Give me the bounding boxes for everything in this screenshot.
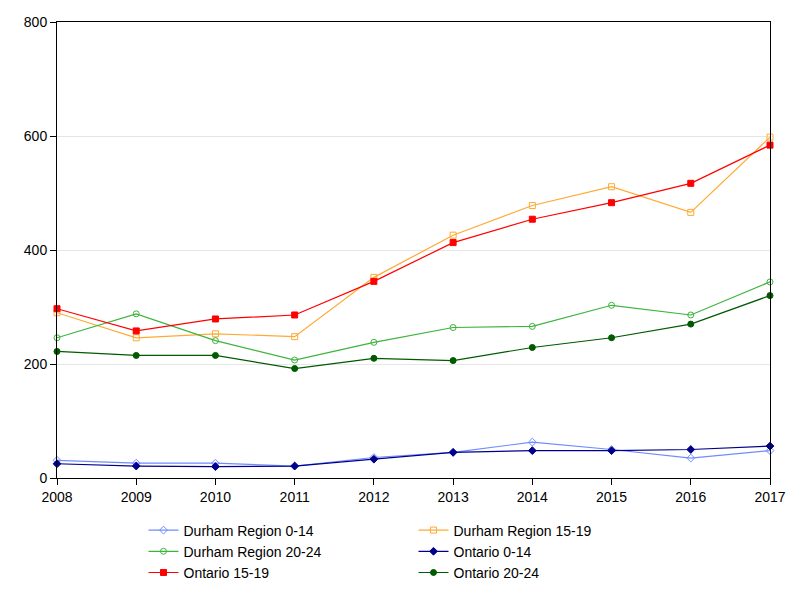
svg-text:2008: 2008	[41, 489, 72, 505]
svg-text:400: 400	[24, 242, 48, 258]
svg-text:2013: 2013	[438, 489, 469, 505]
svg-text:200: 200	[24, 356, 48, 372]
svg-text:800: 800	[24, 14, 48, 30]
svg-text:2012: 2012	[358, 489, 389, 505]
svg-text:Ontario 0-14: Ontario 0-14	[454, 544, 532, 560]
svg-text:Ontario 20-24: Ontario 20-24	[454, 565, 540, 581]
svg-text:2017: 2017	[754, 489, 785, 505]
svg-text:0: 0	[39, 470, 47, 486]
svg-text:Durham Region 20-24: Durham Region 20-24	[184, 544, 322, 560]
svg-text:2011: 2011	[280, 489, 310, 505]
svg-text:2016: 2016	[675, 489, 706, 505]
svg-text:Durham Region 15-19: Durham Region 15-19	[454, 523, 592, 539]
svg-text:Durham Region 0-14: Durham Region 0-14	[184, 523, 314, 539]
svg-text:2009: 2009	[121, 489, 152, 505]
svg-text:600: 600	[24, 128, 48, 144]
svg-text:2014: 2014	[517, 489, 548, 505]
svg-text:Ontario 15-19: Ontario 15-19	[184, 565, 270, 581]
svg-text:2015: 2015	[596, 489, 627, 505]
svg-text:2010: 2010	[200, 489, 231, 505]
